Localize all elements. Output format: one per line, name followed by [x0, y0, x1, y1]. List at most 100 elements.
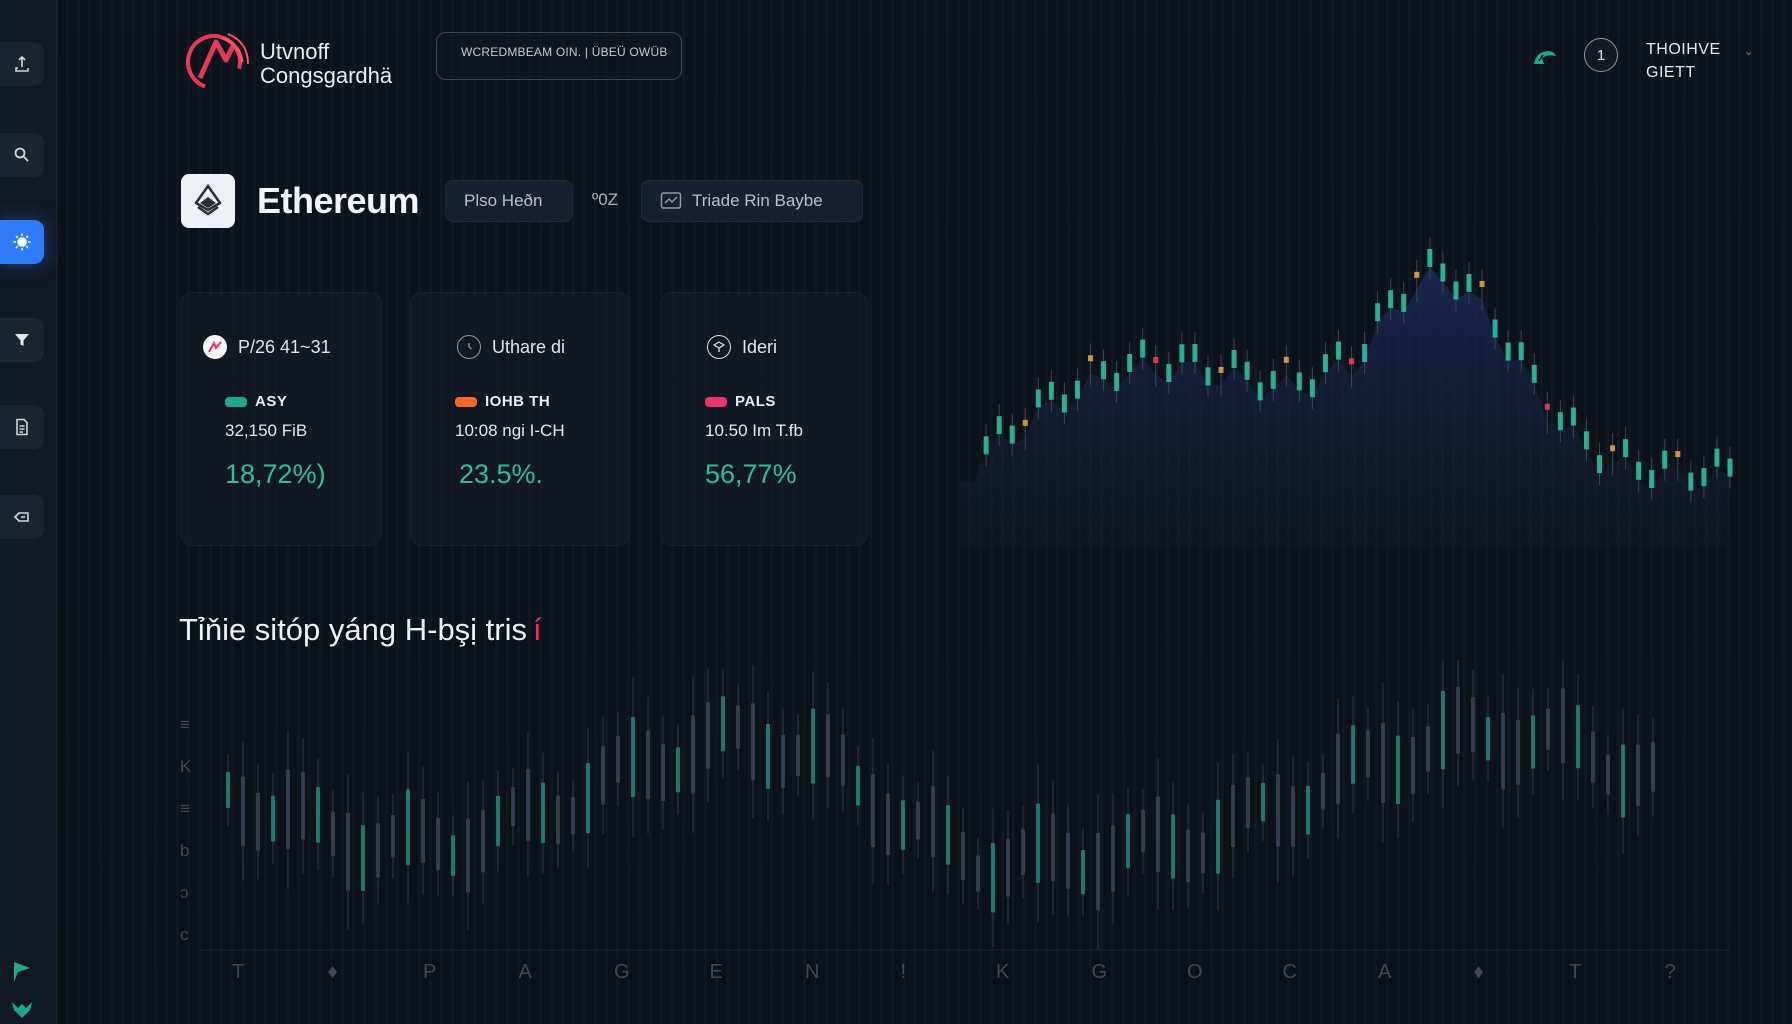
- candle-body: [1035, 389, 1041, 408]
- play-icon[interactable]: [10, 960, 34, 984]
- candle-body: [856, 765, 860, 806]
- stat-card-tag: IOHB TH: [455, 393, 550, 410]
- chevron-down-icon[interactable]: ⌄: [1744, 46, 1754, 58]
- tag-icon: [13, 512, 29, 522]
- candle-body: [996, 416, 1002, 435]
- stat-card-3[interactable]: Ideri PALS 10.50 Im T.fb 56,77%: [660, 292, 868, 546]
- stat-card-title: P/26 41~31: [238, 336, 331, 357]
- stat-card-amount: 10:08 ngi I-CH: [455, 421, 565, 440]
- candle-body: [1066, 832, 1070, 889]
- x-axis-tick-label: A: [1378, 961, 1392, 983]
- candle-body: [556, 795, 560, 845]
- candle-body: [1516, 719, 1520, 785]
- candle-body: [1096, 833, 1100, 911]
- candle-body: [1021, 829, 1025, 876]
- section-title: Tỉňie sitóp yáng H-bşị tris í: [179, 612, 542, 648]
- candle-body: [466, 818, 470, 893]
- candle-body: [1375, 303, 1381, 322]
- candle-body: [1610, 445, 1616, 452]
- candle-body: [346, 813, 350, 891]
- candle-body: [976, 855, 980, 892]
- price-area-chart[interactable]: [950, 220, 1750, 550]
- candle-body: [1270, 370, 1276, 389]
- candle-body: [1309, 379, 1315, 398]
- candle-body: [1675, 451, 1681, 458]
- candle-body: [946, 805, 950, 865]
- candle-body: [1283, 356, 1289, 363]
- sidebar-item-tags[interactable]: [0, 495, 44, 539]
- candle-body: [1471, 697, 1475, 753]
- stat-card-1[interactable]: P/26 41~31 ASY 32,150 FiB 18,72%): [180, 292, 382, 546]
- tab-pill-1[interactable]: Plso Heðn: [445, 180, 573, 222]
- candle-body: [1192, 343, 1198, 362]
- sidebar-item-documents[interactable]: [0, 405, 44, 449]
- stat-card-2[interactable]: Uthare di IOHB TH 10:08 ngi I-CH 23.5%.: [410, 292, 630, 546]
- candle-body: [1171, 814, 1175, 879]
- candle-body: [1596, 455, 1602, 474]
- candle-body: [1651, 742, 1655, 792]
- candle-body: [586, 762, 590, 834]
- candle-body: [1088, 355, 1094, 362]
- candle-body: [766, 723, 770, 789]
- candle-body: [1244, 361, 1250, 380]
- candle-body: [1701, 468, 1707, 487]
- clock-icon: [457, 335, 481, 359]
- candle-body: [1636, 461, 1642, 480]
- candle-body: [1440, 263, 1446, 282]
- candle-body: [1531, 715, 1535, 769]
- teal-swatch: [225, 396, 247, 407]
- brand-line-1: Utvnoff: [260, 39, 330, 64]
- candle-body: [436, 817, 440, 871]
- stat-card-amount: 10.50 Im T.fb: [705, 421, 803, 440]
- candle-body: [1201, 832, 1205, 874]
- sidebar-item-search[interactable]: [0, 133, 44, 177]
- candle-body: [1127, 353, 1133, 372]
- x-axis-tick-label: E: [710, 961, 723, 983]
- candle-body: [691, 715, 695, 794]
- candle-body: [601, 746, 605, 805]
- notification-button[interactable]: 1: [1584, 38, 1618, 72]
- candle-body: [1466, 273, 1472, 292]
- tab-pill-2-label: º0Z: [592, 190, 619, 209]
- orange-swatch: [455, 396, 477, 407]
- x-axis-tick-label: N: [805, 961, 819, 983]
- candle-body: [676, 747, 680, 793]
- candle-body: [1321, 772, 1325, 810]
- stat-card-amount: 32,150 FiB: [225, 421, 308, 440]
- brand-mini-icon: [203, 335, 227, 359]
- candle-body: [541, 782, 545, 844]
- sidebar-item-overview[interactable]: [0, 220, 44, 264]
- search-input[interactable]: WCREDMBEAM OIN. | ÜBEÜ OWÜB: [436, 32, 682, 80]
- account-menu[interactable]: THOIHVE GIETT: [1646, 38, 1721, 84]
- candle-body: [1036, 803, 1040, 883]
- candle-body: [1205, 367, 1211, 386]
- candle-body: [616, 735, 620, 783]
- candle-body: [301, 771, 305, 840]
- pink-swatch: [705, 396, 727, 407]
- trade-button[interactable]: Triade Rin Baybe: [641, 180, 863, 222]
- search-icon: [14, 147, 29, 162]
- brand-name: Utvnoff Congsgardhä: [260, 40, 392, 88]
- candle-body: [931, 786, 935, 858]
- candle-body: [1662, 450, 1668, 469]
- candle-body: [1557, 412, 1563, 431]
- account-line-1: THOIHVE: [1646, 41, 1721, 58]
- candle-body: [571, 797, 575, 835]
- x-axis-tick-label: P: [423, 961, 436, 983]
- candle-body: [511, 787, 515, 826]
- candle-body: [1291, 786, 1295, 847]
- candle-body: [1362, 344, 1368, 363]
- sidebar-item-filter[interactable]: [0, 318, 44, 362]
- sidebar-item-export[interactable]: [0, 42, 44, 86]
- candle-body: [1048, 381, 1054, 400]
- candle-body: [706, 701, 710, 769]
- tab-pill-2[interactable]: º0Z: [592, 190, 618, 210]
- stat-card-title: Uthare di: [492, 336, 566, 357]
- candle-body: [286, 769, 290, 849]
- page-title: Ethereum: [257, 180, 420, 221]
- signal-icon[interactable]: [1530, 46, 1558, 68]
- candle-body: [1296, 372, 1302, 391]
- stat-card-tag: ASY: [225, 393, 287, 410]
- candle-body: [646, 730, 650, 800]
